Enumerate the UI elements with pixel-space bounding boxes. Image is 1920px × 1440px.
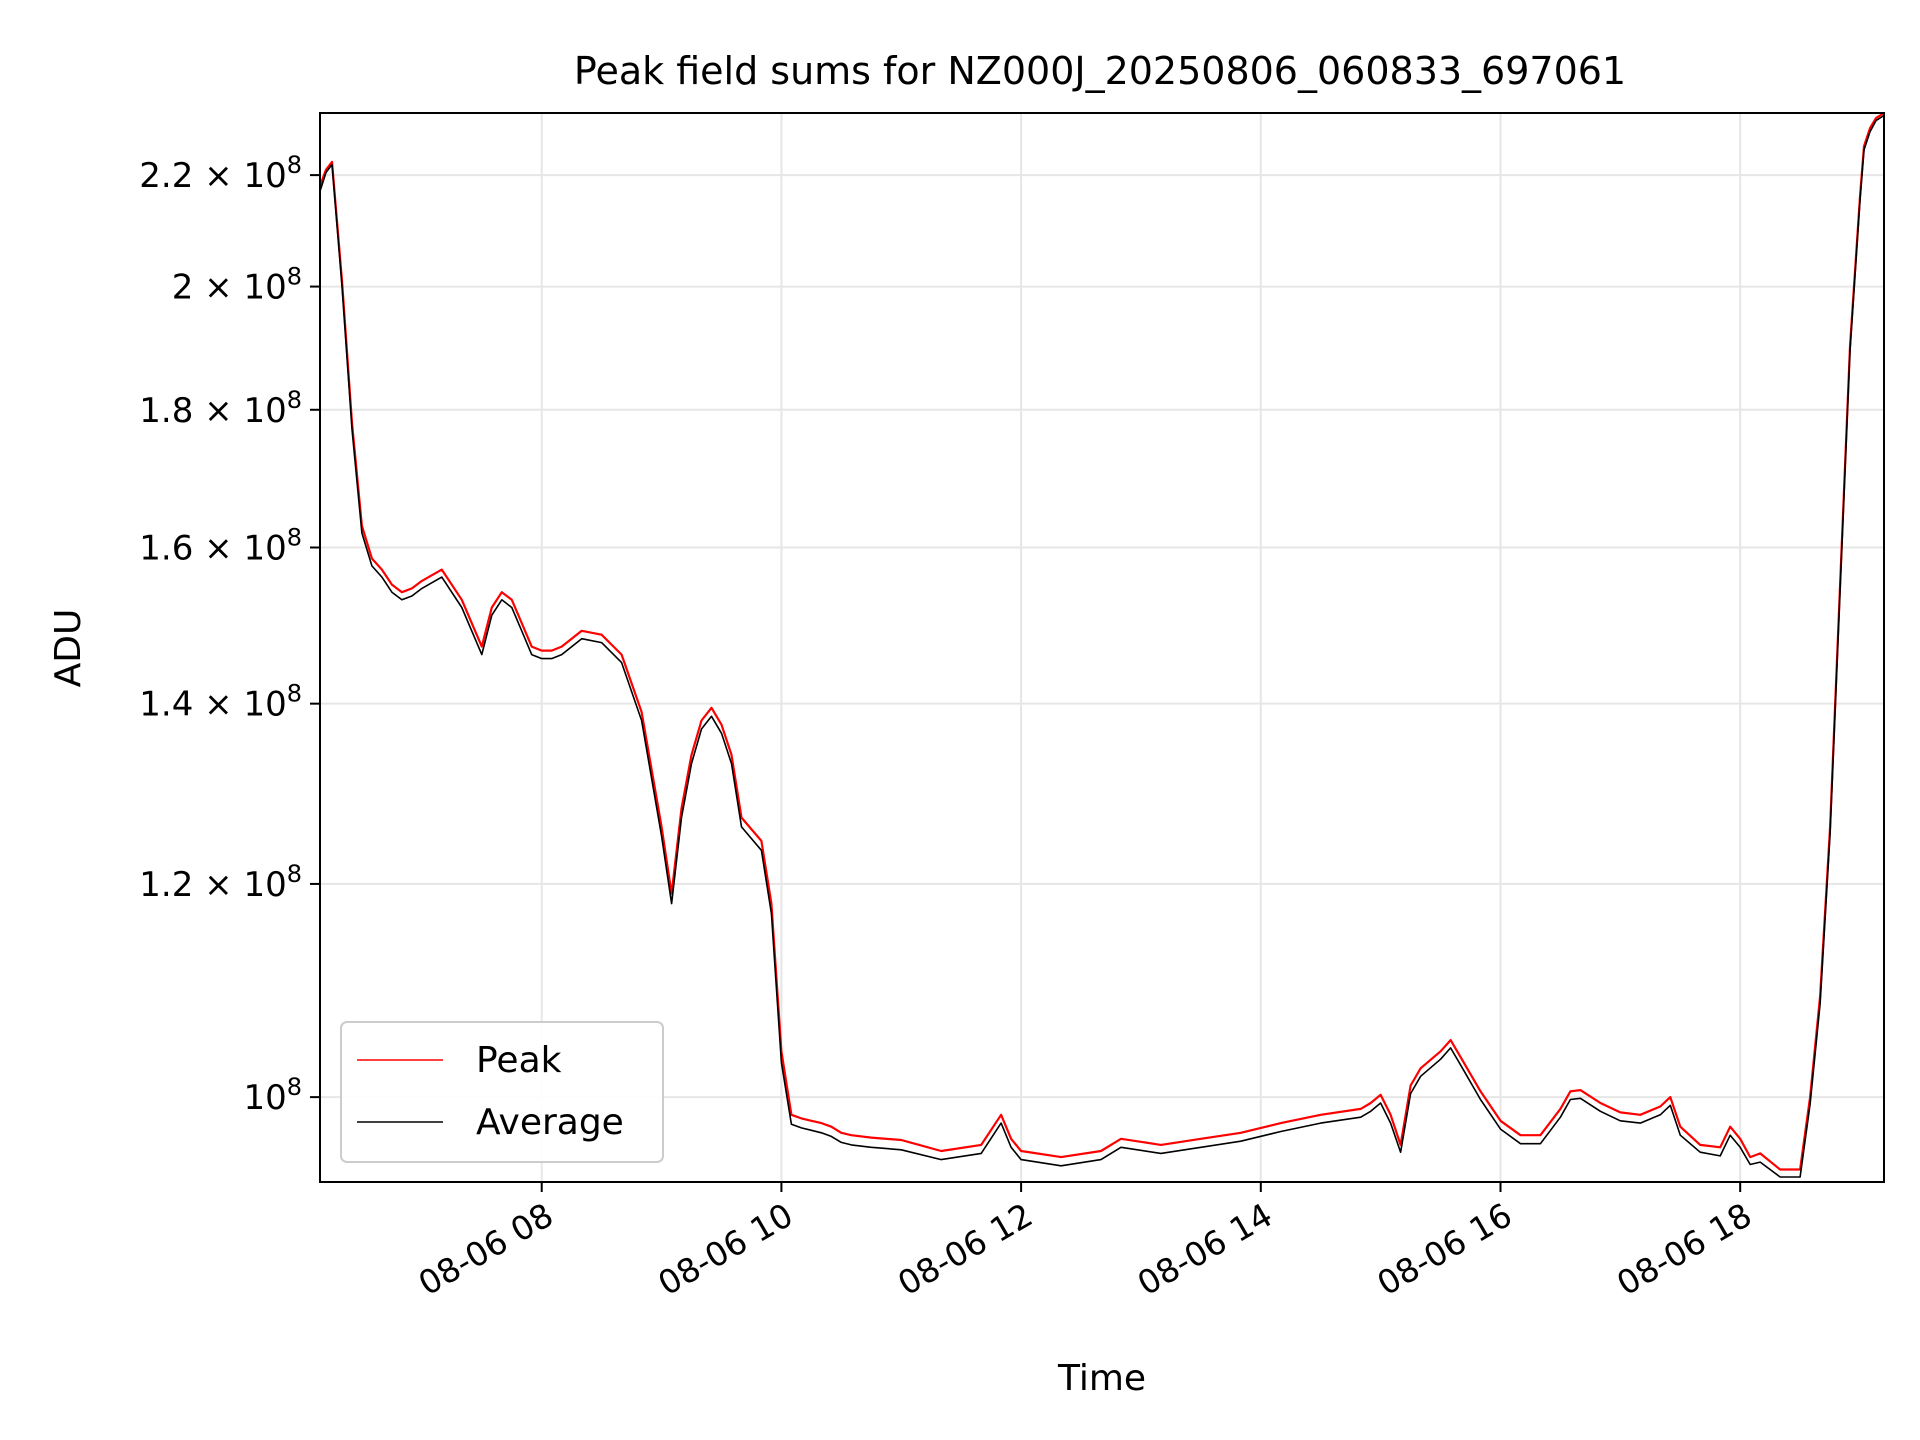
y-tick-label-exponent: 8 bbox=[287, 680, 302, 708]
y-tick-label: 108 bbox=[243, 1073, 302, 1118]
y-tick-label-base: 1.4 × 10 bbox=[139, 685, 286, 725]
y-tick-label: 1.4 × 108 bbox=[139, 680, 302, 725]
legend-box bbox=[340, 1021, 664, 1163]
y-axis-label: ADU bbox=[48, 609, 89, 688]
y-tick-label: 1.8 × 108 bbox=[139, 386, 302, 431]
plot-frame bbox=[319, 112, 1885, 1183]
legend-label-peak: Peak bbox=[476, 1040, 562, 1081]
series-layer bbox=[318, 112, 1885, 1178]
y-tick-label-base: 1.8 × 10 bbox=[139, 391, 286, 431]
x-axis-label: Time bbox=[1057, 1358, 1146, 1399]
y-tick-label-exponent: 8 bbox=[287, 263, 302, 291]
y-tick-label-base: 1.6 × 10 bbox=[139, 529, 286, 569]
y-tick-label-exponent: 8 bbox=[287, 386, 302, 414]
y-tick-label-base: 1.2 × 10 bbox=[139, 865, 286, 905]
y-tick-label-exponent: 8 bbox=[287, 1073, 302, 1101]
series-line-average bbox=[319, 114, 1885, 1178]
y-tick-label: 1.2 × 108 bbox=[139, 860, 302, 905]
chart-title: Peak field sums for NZ000J_20250806_0608… bbox=[574, 49, 1626, 93]
y-tick-label: 1.6 × 108 bbox=[139, 524, 302, 569]
y-tick-label-base: 10 bbox=[243, 1078, 286, 1118]
legend: Peak Average bbox=[340, 1021, 664, 1163]
y-tick-label-exponent: 8 bbox=[287, 860, 302, 888]
y-tick-label-exponent: 8 bbox=[287, 524, 302, 552]
y-tick-label-exponent: 8 bbox=[287, 151, 302, 179]
series-line-peak bbox=[318, 112, 1885, 1171]
y-tick-label: 2.2 × 108 bbox=[139, 151, 302, 196]
y-tick-label-base: 2 × 10 bbox=[172, 268, 287, 308]
legend-label-average: Average bbox=[476, 1102, 624, 1143]
y-tick-label: 2 × 108 bbox=[172, 263, 302, 308]
grid bbox=[320, 113, 1884, 1182]
y-tick-label-base: 2.2 × 10 bbox=[139, 156, 286, 196]
